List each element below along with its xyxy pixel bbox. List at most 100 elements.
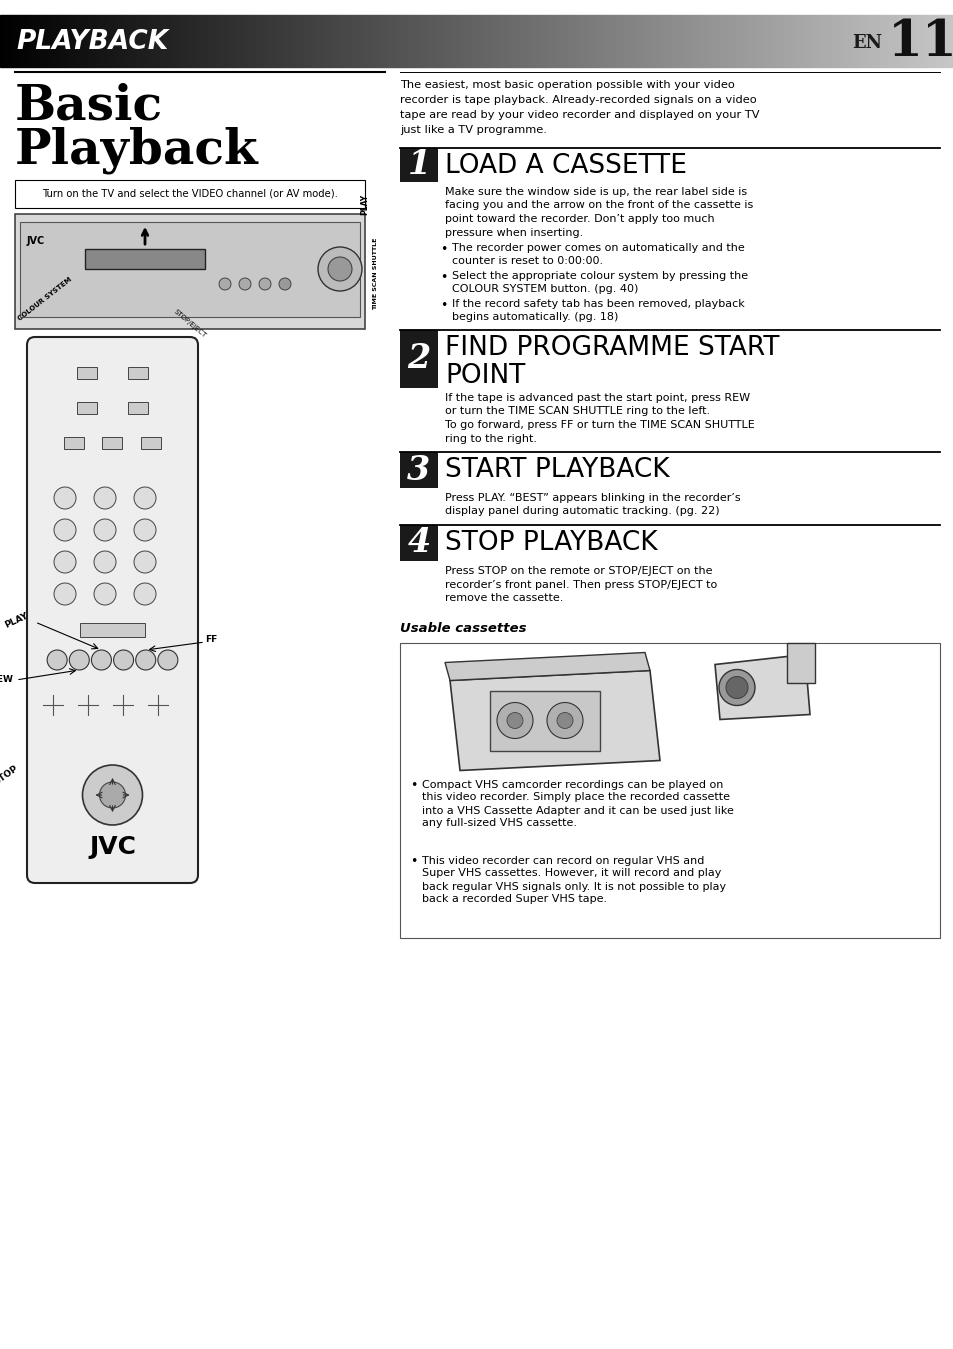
- Bar: [822, 15, 826, 67]
- Bar: [121, 15, 124, 67]
- Text: counter is reset to 0:00:00.: counter is reset to 0:00:00.: [452, 256, 602, 266]
- Bar: [445, 15, 448, 67]
- Circle shape: [133, 519, 156, 541]
- Bar: [769, 15, 772, 67]
- Text: Compact VHS camcorder recordings can be played on: Compact VHS camcorder recordings can be …: [421, 780, 722, 789]
- Bar: [67, 15, 70, 67]
- Bar: [146, 15, 150, 67]
- Bar: [556, 15, 559, 67]
- Bar: [899, 15, 902, 67]
- Text: Playback: Playback: [15, 127, 258, 174]
- Bar: [826, 15, 829, 67]
- Bar: [16, 15, 19, 67]
- Bar: [902, 15, 905, 67]
- Bar: [22, 15, 26, 67]
- Bar: [603, 15, 607, 67]
- Bar: [331, 15, 334, 67]
- Bar: [502, 15, 505, 67]
- Text: 1: 1: [407, 148, 430, 182]
- Bar: [64, 437, 84, 449]
- Bar: [490, 691, 599, 750]
- Bar: [98, 15, 102, 67]
- Bar: [775, 15, 779, 67]
- Bar: [222, 15, 226, 67]
- Polygon shape: [444, 653, 649, 680]
- Bar: [950, 15, 953, 67]
- Text: FIND PROGRAMME START
POINT: FIND PROGRAMME START POINT: [444, 335, 779, 389]
- Bar: [836, 15, 839, 67]
- Bar: [226, 15, 229, 67]
- Bar: [848, 15, 851, 67]
- Bar: [686, 15, 689, 67]
- Text: START PLAYBACK: START PLAYBACK: [444, 457, 669, 483]
- Text: or turn the TIME SCAN SHUTTLE ring to the left.: or turn the TIME SCAN SHUTTLE ring to th…: [444, 406, 709, 417]
- Text: To go forward, press FF or turn the TIME SCAN SHUTTLE: To go forward, press FF or turn the TIME…: [444, 420, 754, 430]
- Bar: [645, 15, 648, 67]
- Bar: [15, 214, 365, 329]
- Bar: [388, 15, 391, 67]
- Text: Make sure the window side is up, the rear label side is: Make sure the window side is up, the rea…: [444, 188, 746, 197]
- Bar: [407, 15, 410, 67]
- Bar: [245, 15, 248, 67]
- Bar: [410, 15, 413, 67]
- Bar: [727, 15, 731, 67]
- Bar: [403, 15, 407, 67]
- Bar: [784, 15, 788, 67]
- Text: FF: FF: [205, 635, 217, 645]
- Bar: [270, 15, 274, 67]
- Bar: [207, 15, 210, 67]
- Text: back regular VHS signals only. It is not possible to play: back regular VHS signals only. It is not…: [421, 881, 725, 892]
- Circle shape: [506, 712, 522, 728]
- Circle shape: [54, 487, 76, 509]
- Bar: [743, 15, 746, 67]
- Bar: [737, 15, 740, 67]
- Circle shape: [719, 669, 754, 706]
- Bar: [651, 15, 655, 67]
- Bar: [660, 15, 664, 67]
- Text: 3: 3: [407, 453, 430, 487]
- Text: begins automatically. (pg. 18): begins automatically. (pg. 18): [452, 312, 618, 322]
- Bar: [38, 15, 41, 67]
- Bar: [229, 15, 232, 67]
- Bar: [85, 250, 205, 268]
- Bar: [86, 15, 89, 67]
- Bar: [343, 15, 346, 67]
- Text: If the tape is advanced past the start point, press REW: If the tape is advanced past the start p…: [444, 393, 749, 403]
- Bar: [394, 15, 397, 67]
- Bar: [191, 15, 193, 67]
- Text: COLOUR SYSTEM: COLOUR SYSTEM: [17, 277, 73, 322]
- Bar: [715, 15, 718, 67]
- Bar: [399, 642, 939, 938]
- Text: display panel during automatic tracking. (pg. 22): display panel during automatic tracking.…: [444, 506, 719, 517]
- Circle shape: [94, 487, 116, 509]
- Bar: [141, 437, 161, 449]
- Text: 11: 11: [887, 18, 953, 66]
- Bar: [861, 15, 864, 67]
- Bar: [140, 15, 143, 67]
- Bar: [35, 15, 38, 67]
- Text: This video recorder can record on regular VHS and: This video recorder can record on regula…: [421, 855, 703, 866]
- Bar: [219, 15, 222, 67]
- Bar: [83, 15, 86, 67]
- Bar: [31, 15, 35, 67]
- Bar: [79, 15, 83, 67]
- Bar: [378, 15, 381, 67]
- Bar: [922, 15, 924, 67]
- Bar: [0, 15, 3, 67]
- Bar: [340, 15, 343, 67]
- Bar: [152, 15, 155, 67]
- Bar: [92, 15, 95, 67]
- Bar: [779, 15, 781, 67]
- Bar: [543, 15, 546, 67]
- Bar: [162, 15, 165, 67]
- Bar: [629, 15, 632, 67]
- Bar: [877, 15, 880, 67]
- Text: •: •: [410, 780, 416, 792]
- Text: Press STOP on the remote or STOP/EJECT on the: Press STOP on the remote or STOP/EJECT o…: [444, 567, 712, 576]
- Text: Turn on the TV and select the VIDEO channel (or AV mode).: Turn on the TV and select the VIDEO chan…: [42, 189, 337, 200]
- Bar: [622, 15, 626, 67]
- Bar: [257, 15, 260, 67]
- Text: 2: 2: [407, 343, 430, 375]
- Bar: [381, 15, 384, 67]
- Bar: [626, 15, 629, 67]
